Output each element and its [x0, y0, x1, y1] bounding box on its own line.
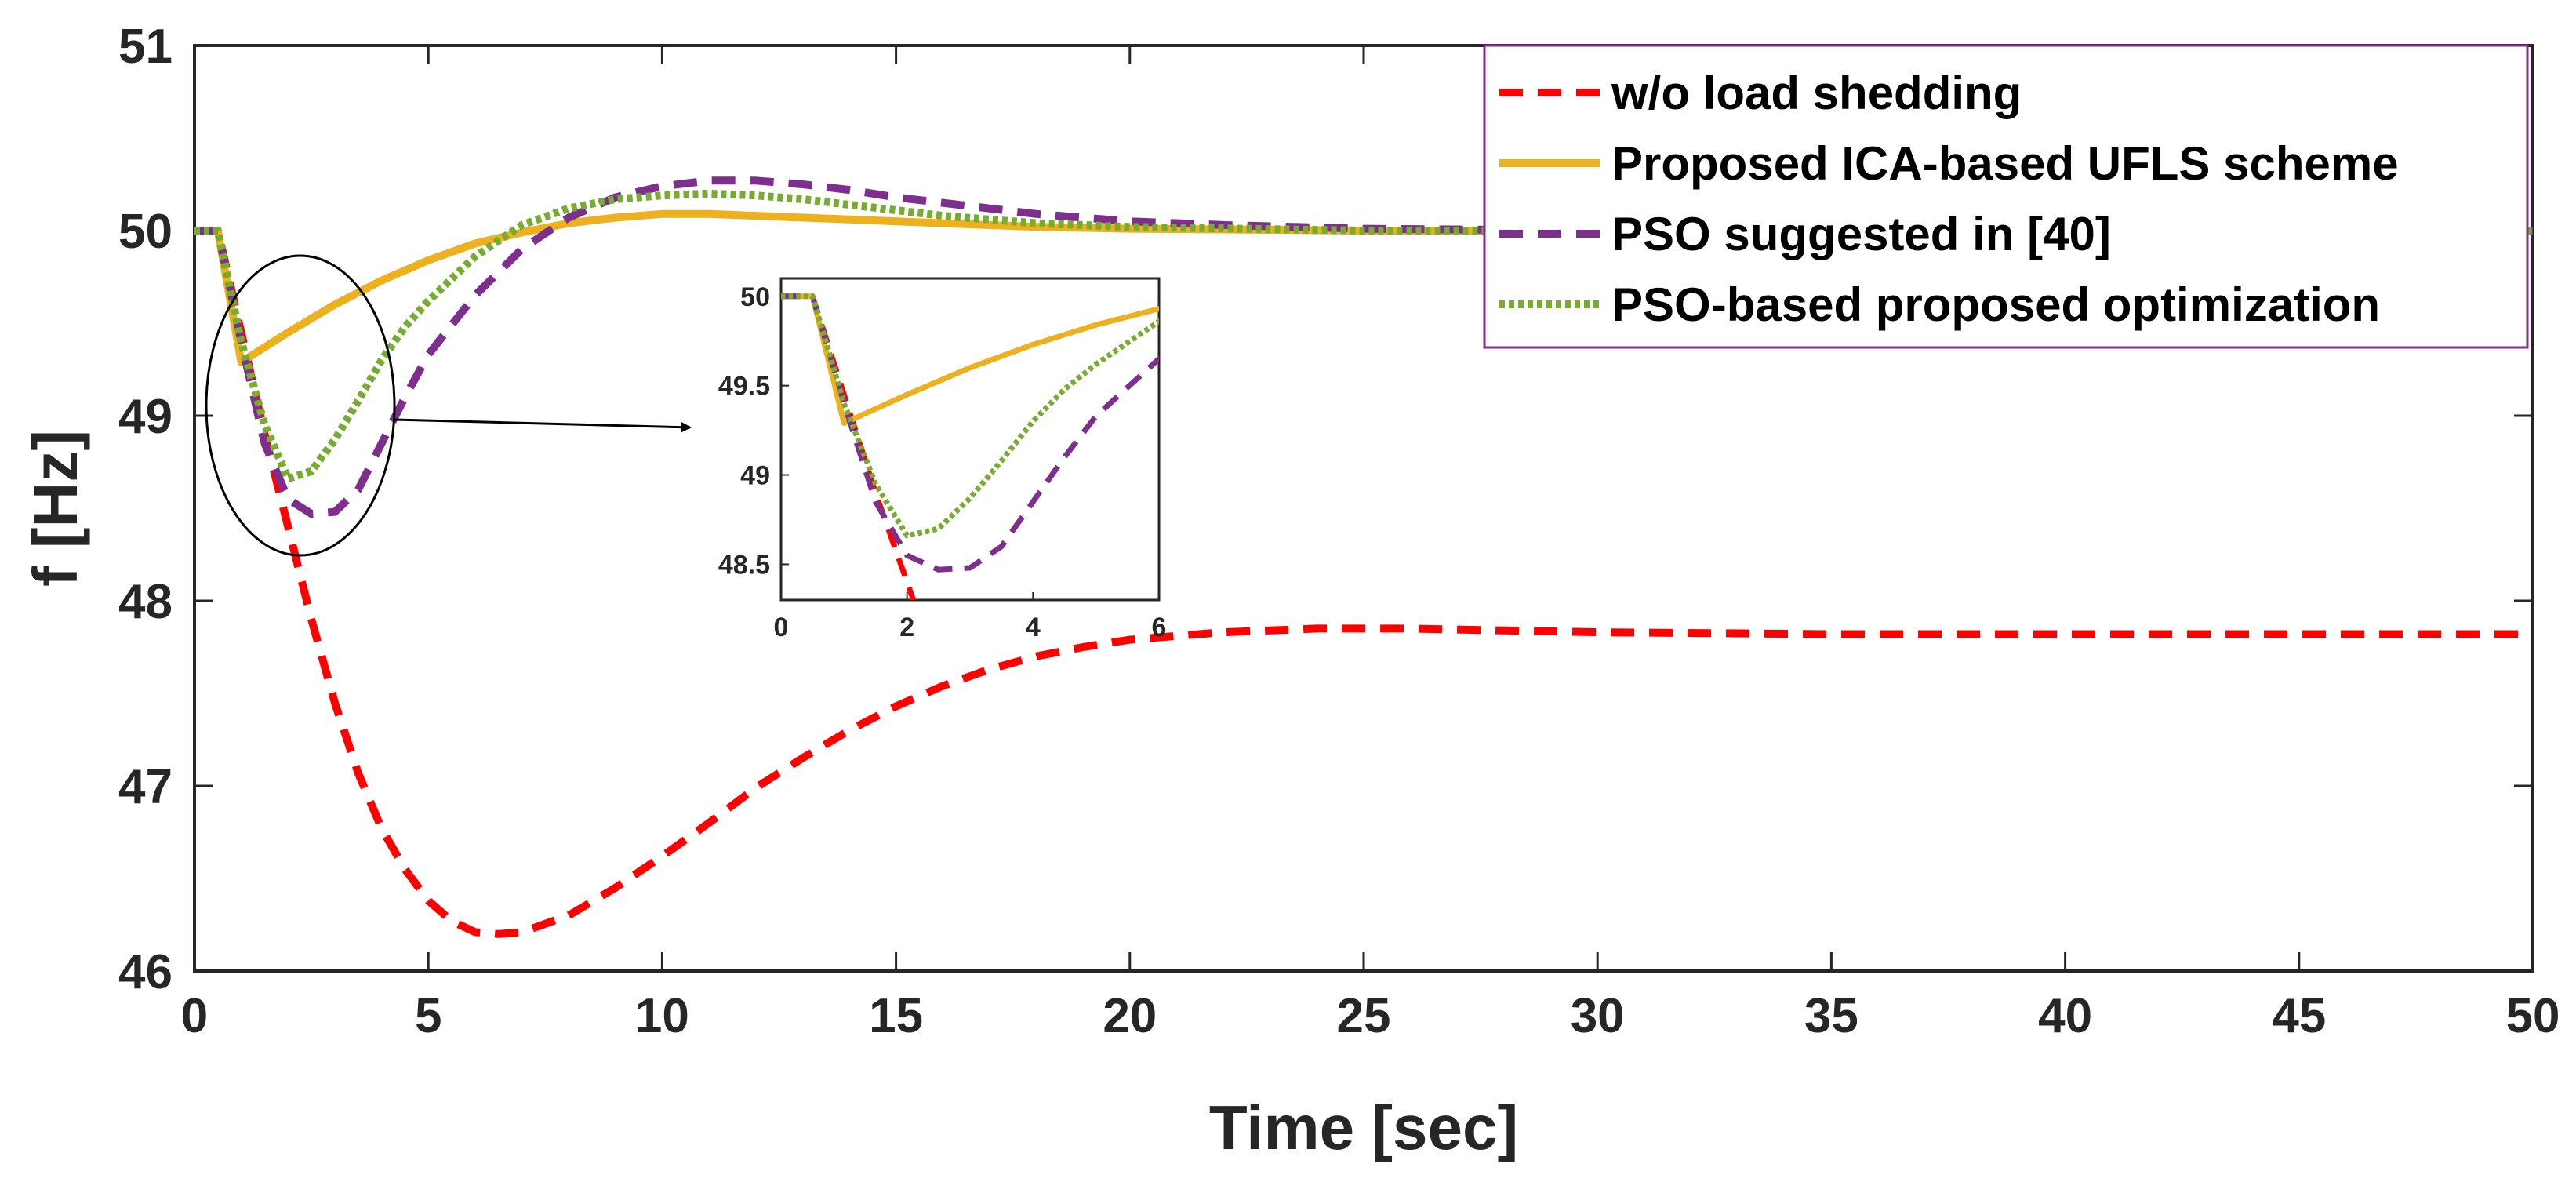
x-tick-label: 20: [1103, 989, 1157, 1043]
inset-x-tick-label: 0: [774, 613, 789, 642]
inset-plot-area: [779, 277, 1161, 602]
inset-x-tick-label: 6: [1152, 613, 1167, 642]
y-tick-label: 48: [118, 575, 173, 629]
x-tick-label: 50: [2506, 989, 2560, 1043]
y-tick-label: 49: [118, 390, 173, 444]
legend-label-2: Proposed ICA-based UFLS scheme: [1611, 137, 2399, 190]
x-tick-label: 25: [1337, 989, 1391, 1043]
inset-y-tick-label: 49: [740, 461, 770, 491]
inset-series-line-3: [781, 293, 1159, 573]
y-tick-label: 51: [118, 20, 173, 74]
x-tick-label: 10: [635, 989, 689, 1043]
inset-y-tick-label: 50: [740, 282, 770, 312]
inset-series-line-4: [781, 293, 1159, 539]
legend-label-1: w/o load shedding: [1611, 67, 2022, 119]
y-axis-label: f [Hz]: [20, 430, 90, 587]
legend-box: [1483, 44, 2529, 349]
inset-x-tick-label: 4: [1026, 613, 1041, 642]
zoom-arrow: [394, 418, 692, 433]
legend: w/o load shedding Proposed ICA-based UFLS…: [1483, 44, 2529, 349]
x-tick-label: 40: [2038, 989, 2092, 1043]
x-tick-label: 30: [1571, 989, 1625, 1043]
inset-x-tick-label: 2: [899, 613, 914, 642]
x-tick-label: 35: [1804, 989, 1858, 1043]
series-line-1: [194, 227, 2533, 938]
y-tick-label: 47: [118, 760, 173, 814]
zoom-region-ellipse: [205, 254, 396, 557]
inset-axis-ticks: 0 2 4 6 48.5 49 49.5 50: [718, 282, 1167, 642]
y-tick-label: 46: [118, 945, 173, 999]
legend-label-4: PSO-based proposed optimization: [1611, 278, 2380, 331]
y-tick-label: 50: [118, 205, 173, 259]
x-axis-label: Time [sec]: [1209, 1093, 1518, 1162]
inset-series-line-2: [781, 293, 1159, 426]
inset-series-group: [781, 293, 1159, 600]
x-tick-label: 45: [2272, 989, 2326, 1043]
x-tick-label: 0: [181, 989, 208, 1043]
x-tick-label: 15: [869, 989, 923, 1043]
legend-label-3: PSO suggested in [40]: [1611, 208, 2111, 260]
inset-y-tick-label: 48.5: [718, 550, 770, 580]
x-tick-label: 5: [415, 989, 441, 1043]
inset-y-tick-label: 49.5: [718, 372, 770, 402]
